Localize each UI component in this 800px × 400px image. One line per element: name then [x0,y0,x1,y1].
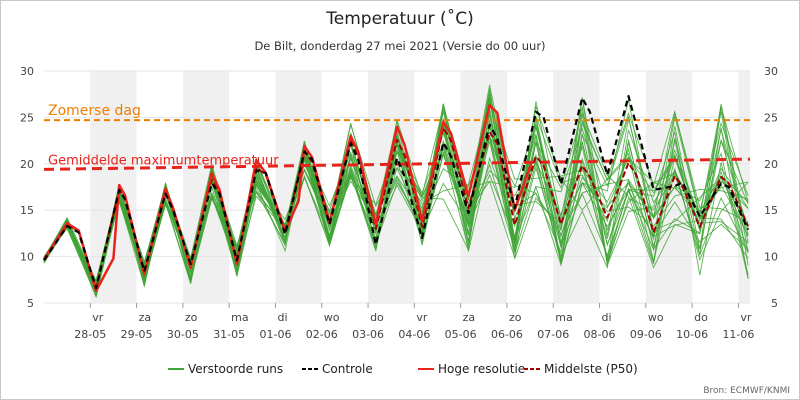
x-tick-day-2021-06-05: za [463,311,476,324]
x-tick-date-2021-06-05: 05-06 [445,328,477,341]
x-tick-day-2021-06-06: zo [509,311,522,324]
y-tick-left-20: 20 [20,158,34,171]
x-tick-day-2021-06-11: vr [740,311,752,324]
legend-label-p50: Middelste (P50) [544,362,638,376]
x-tick-day-2021-06-09: wo [648,311,664,324]
day-stripe-2021-05-28 [90,71,137,303]
x-tick-day-2021-06-10: do [694,311,708,324]
legend-label-controle: Controle [322,362,373,376]
x-tick-day-2021-06-08: di [602,311,612,324]
x-axis: vr 28-05 za 29-05 zo 30-05 ma 31-05 di 01-06 wo 02-… [74,303,754,341]
x-tick-date-2021-06-08: 08-06 [584,328,616,341]
series-controle [43,94,750,290]
x-tick-date-2021-06-11: 11-06 [722,328,754,341]
chart-subtitle: De Bilt, donderdag 27 mei 2021 (Versie d… [254,39,545,53]
y-tick-right-15: 15 [764,204,778,217]
reference-line-2 [43,157,751,171]
x-tick-day-2021-06-04: vr [416,311,428,324]
x-tick-date-2021-06-04: 04-06 [398,328,430,341]
x-tick-date-2021-05-30: 30-05 [167,328,199,341]
x-tick-date-2021-06-10: 10-06 [676,328,708,341]
reference-label-1: Zomerse dag [48,103,141,119]
x-tick-date-2021-06-07: 07-06 [537,328,569,341]
x-tick-date-2021-05-28: 28-05 [74,328,106,341]
reference-lines: Zomerse dag Gemiddelde maximumtemperatuur [43,103,751,171]
chart-title: Temperatuur (˚C) [325,8,473,29]
legend-label-verstoorde: Verstoorde runs [188,362,283,376]
y-tick-left-25: 25 [20,111,34,124]
day-stripe-2021-06-05 [460,71,507,303]
x-tick-day-2021-06-03: do [370,311,384,324]
y-tick-left-10: 10 [20,251,34,264]
x-tick-date-2021-06-03: 03-06 [352,328,384,341]
y-tick-right-10: 10 [764,251,778,264]
x-tick-day-2021-06-02: wo [324,311,340,324]
reference-label-2: Gemiddelde maximumtemperatuur [48,153,279,168]
x-tick-day-2021-05-28: vr [92,311,104,324]
y-tick-right-5: 5 [771,297,778,310]
y-tick-left-30: 30 [20,65,34,78]
x-tick-date-2021-06-02: 02-06 [306,328,338,341]
y-tick-right-30: 30 [764,65,778,78]
x-tick-date-2021-05-31: 31-05 [213,328,245,341]
y-axis-left: 5 10 15 20 25 30 [20,65,34,310]
y-tick-left-5: 5 [27,297,34,310]
legend: Verstoorde runs Controle Hoge resolutie Mid… [168,362,638,376]
y-tick-right-20: 20 [764,158,778,171]
x-tick-date-2021-05-29: 29-05 [121,328,153,341]
x-tick-date-2021-06-06: 06-06 [491,328,523,341]
y-tick-left-15: 15 [20,204,34,217]
x-tick-day-2021-06-07: ma [555,311,572,324]
x-tick-day-2021-05-30: zo [185,311,198,324]
y-axis-right: 5 10 15 20 25 30 [764,65,778,310]
x-tick-date-2021-06-09: 09-06 [630,328,662,341]
x-tick-date-2021-06-01: 01-06 [259,328,291,341]
source-credit: Bron: ECMWF/KNMI [703,386,790,396]
series-hoge-resolutie [42,104,534,293]
legend-label-hoge: Hoge resolutie [438,362,525,376]
series-lines [42,94,750,293]
y-tick-right-25: 25 [764,111,778,124]
x-tick-day-2021-05-31: ma [231,311,248,324]
x-tick-day-2021-05-29: za [139,311,152,324]
x-tick-day-2021-06-01: di [277,311,287,324]
